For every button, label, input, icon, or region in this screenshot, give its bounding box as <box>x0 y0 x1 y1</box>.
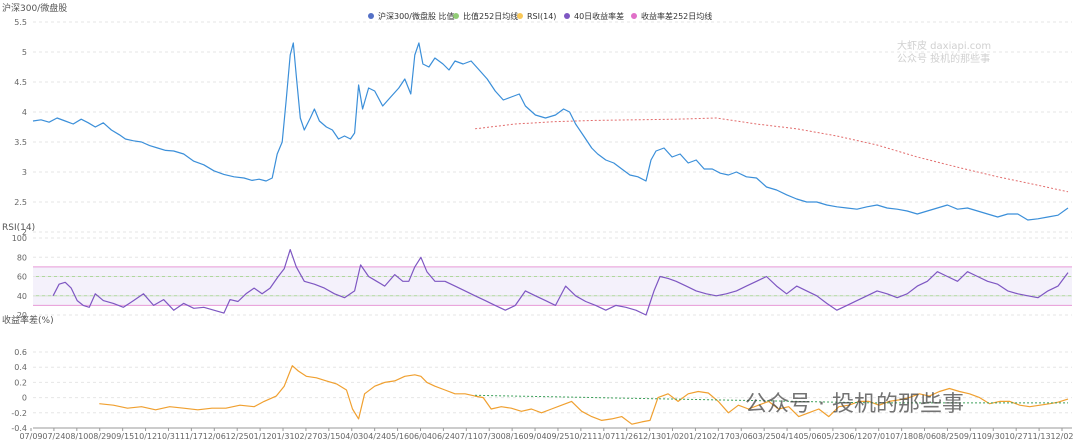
y-tick-label: 0 <box>22 394 27 403</box>
x-tick-label: 10/27 <box>1005 432 1028 441</box>
x-tick-label: 07/09 <box>19 432 42 441</box>
y-tick-label: 2.5 <box>14 198 27 207</box>
x-tick-label: 11/17 <box>180 432 203 441</box>
x-tick-label: 11/26 <box>615 432 638 441</box>
y-tick-label: 20 <box>17 311 27 320</box>
x-tick-label: 06/12 <box>844 432 867 441</box>
legend-label: RSI(14) <box>527 12 556 21</box>
x-tick-label: 03/15 <box>317 432 340 441</box>
y-tick-label: 5.5 <box>14 18 27 27</box>
legend-marker <box>517 13 523 19</box>
x-tick-label: 08/25 <box>936 432 959 441</box>
rsi-band <box>33 266 1072 306</box>
legend-item[interactable]: 40日收益率差 <box>564 11 624 21</box>
watermark-line1: 大虾皮 daxiapi.com <box>897 39 991 52</box>
panel-title-ratio: 沪深300/微盘股 <box>2 2 67 14</box>
y-tick-label: 5 <box>22 48 27 57</box>
legend-item[interactable]: 收益率差252日均线 <box>631 11 712 21</box>
legend-label: 40日收益率差 <box>574 11 624 21</box>
panel-title-spread: 收益率差(%) <box>2 314 54 326</box>
series-line <box>99 365 1069 425</box>
series-line <box>32 42 1069 221</box>
y-tick-label: 3.5 <box>14 138 27 147</box>
watermark-line2: 公众号 投机的那些事 <box>897 52 990 65</box>
x-tick-label: 06/04 <box>409 432 432 441</box>
x-tick-label: 07/30 <box>478 432 501 441</box>
x-tick-label: 10/12 <box>134 432 157 441</box>
x-tick-label: 10/21 <box>569 432 592 441</box>
watermark-big: 公众号 · 投机的那些事 <box>745 392 964 417</box>
x-tick-label: 02/27 <box>294 432 317 441</box>
x-tick-label: 12/02 <box>1050 432 1073 441</box>
y-tick-label: 80 <box>17 253 27 262</box>
x-tick-label: 03/06 <box>730 432 753 441</box>
series-line <box>52 249 1069 316</box>
x-tick-label: 04/24 <box>363 432 386 441</box>
series-line <box>475 394 1068 404</box>
y-tick-label: 40 <box>17 292 27 301</box>
panel-title-rsi: RSI(14) <box>2 223 35 233</box>
x-tick-label: 01/12 <box>249 432 272 441</box>
legend-marker <box>631 13 637 19</box>
legend: 沪深300/微盘股 比值 比值252日均线 RSI(14) 40日收益率差 收益… <box>368 11 712 21</box>
x-tick-label: 07/01 <box>867 432 890 441</box>
x-tick-label: 09/30 <box>982 432 1005 441</box>
series-line <box>475 117 1069 193</box>
y-tick-label: 60 <box>17 273 27 282</box>
y-tick-label: 2 <box>22 228 27 237</box>
x-tick-label: 07/11 <box>455 432 478 441</box>
x-tick-label: 09/11 <box>959 432 982 441</box>
legend-item[interactable]: 沪深300/微盘股 比值 <box>368 11 455 21</box>
x-tick-label: 12/25 <box>226 432 249 441</box>
legend-label: 沪深300/微盘股 比值 <box>378 11 455 21</box>
x-tick-label: 04/14 <box>776 432 799 441</box>
y-tick-label: -0.4 <box>11 424 27 433</box>
x-tick-label: 08/06 <box>913 432 936 441</box>
legend-item[interactable]: 比值252日均线 <box>453 11 518 21</box>
x-tick-label: 08/16 <box>501 432 524 441</box>
legend-label: 比值252日均线 <box>463 11 518 21</box>
legend-marker <box>564 13 570 19</box>
x-tick-label: 08/29 <box>88 432 111 441</box>
x-tick-label: 04/03 <box>340 432 363 441</box>
x-tick-label: 05/16 <box>386 432 409 441</box>
legend-marker <box>453 13 459 19</box>
y-tick-label: 0.6 <box>14 348 27 357</box>
y-tick-label: 4.5 <box>14 78 27 87</box>
y-tick-label: -0.2 <box>11 409 27 418</box>
x-tick-label: 09/04 <box>524 432 547 441</box>
x-tick-label: 11/07 <box>592 432 615 441</box>
x-tick-label: 10/31 <box>157 432 180 441</box>
legend-label: 收益率差252日均线 <box>641 11 712 21</box>
x-tick-label: 01/02 <box>661 432 684 441</box>
x-tick-label: 07/24 <box>42 432 65 441</box>
x-tick-label: 01/31 <box>271 432 294 441</box>
x-tick-label: 09/25 <box>546 432 569 441</box>
y-tick-label: 0.2 <box>14 378 27 387</box>
x-tick-label: 07/18 <box>890 432 913 441</box>
x-tick-label: 08/10 <box>65 432 88 441</box>
y-tick-label: 3 <box>22 168 27 177</box>
y-tick-label: 100 <box>12 234 27 243</box>
plots: 2 2.5 3 3.5 4 4.5 5 5.5 20 40 60 80 100 -0.4 -0.2 0 0.2 0… <box>11 18 1073 441</box>
legend-marker <box>368 13 374 19</box>
x-tick-label: 05/23 <box>821 432 844 441</box>
x-tick-label: 11/13 <box>1028 432 1051 441</box>
x-tick-label: 12/13 <box>638 432 661 441</box>
x-tick-label: 05/06 <box>798 432 821 441</box>
x-tick-label: 12/06 <box>203 432 226 441</box>
legend-item[interactable]: RSI(14) <box>517 12 556 21</box>
y-tick-label: 4 <box>22 108 27 117</box>
x-tick-label: 02/17 <box>707 432 730 441</box>
x-tick-label: 03/25 <box>753 432 776 441</box>
x-tick-label: 09/15 <box>111 432 134 441</box>
x-tick-label: 06/24 <box>432 432 455 441</box>
x-tick-label: 01/21 <box>684 432 707 441</box>
y-tick-label: 0.4 <box>14 363 27 372</box>
